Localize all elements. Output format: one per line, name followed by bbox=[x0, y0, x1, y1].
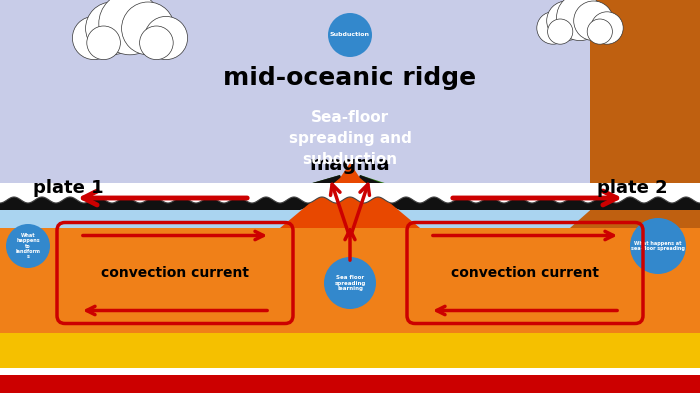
Text: What happens at
sea-floor spreading: What happens at sea-floor spreading bbox=[631, 241, 685, 251]
Circle shape bbox=[87, 26, 120, 60]
Polygon shape bbox=[0, 193, 700, 258]
Circle shape bbox=[328, 13, 372, 57]
Polygon shape bbox=[0, 333, 700, 368]
Circle shape bbox=[574, 1, 613, 40]
Polygon shape bbox=[0, 175, 348, 210]
Text: What
happens
to
landform
s: What happens to landform s bbox=[15, 233, 41, 259]
Polygon shape bbox=[0, 0, 700, 228]
Circle shape bbox=[324, 257, 376, 309]
Circle shape bbox=[99, 0, 161, 55]
Circle shape bbox=[547, 19, 573, 44]
Polygon shape bbox=[0, 175, 340, 208]
Circle shape bbox=[6, 224, 50, 268]
Circle shape bbox=[122, 2, 174, 55]
Circle shape bbox=[591, 12, 623, 44]
Text: mid-oceanic ridge: mid-oceanic ridge bbox=[223, 66, 477, 90]
Polygon shape bbox=[0, 375, 700, 393]
Text: Subduction: Subduction bbox=[330, 33, 370, 37]
Circle shape bbox=[587, 19, 612, 44]
Polygon shape bbox=[352, 175, 700, 210]
Polygon shape bbox=[280, 163, 420, 228]
Text: Sea floor
spreading
learning: Sea floor spreading learning bbox=[335, 275, 365, 291]
Text: convection current: convection current bbox=[451, 266, 599, 280]
Circle shape bbox=[72, 17, 116, 60]
Polygon shape bbox=[590, 0, 700, 228]
Circle shape bbox=[537, 12, 569, 44]
Circle shape bbox=[630, 218, 686, 274]
Circle shape bbox=[556, 0, 603, 40]
Text: Sea-floor
spreading and
subduction: Sea-floor spreading and subduction bbox=[288, 110, 412, 167]
Polygon shape bbox=[300, 178, 400, 228]
Circle shape bbox=[547, 1, 587, 40]
Polygon shape bbox=[0, 368, 700, 375]
Text: plate 1: plate 1 bbox=[33, 179, 104, 197]
Text: plate 2: plate 2 bbox=[596, 179, 667, 197]
Circle shape bbox=[85, 2, 139, 55]
Polygon shape bbox=[0, 183, 700, 203]
Polygon shape bbox=[0, 228, 700, 368]
Circle shape bbox=[139, 26, 173, 60]
Polygon shape bbox=[360, 175, 700, 208]
Polygon shape bbox=[570, 113, 700, 228]
Circle shape bbox=[144, 17, 188, 60]
Text: magma: magma bbox=[309, 156, 391, 174]
Text: convection current: convection current bbox=[101, 266, 249, 280]
